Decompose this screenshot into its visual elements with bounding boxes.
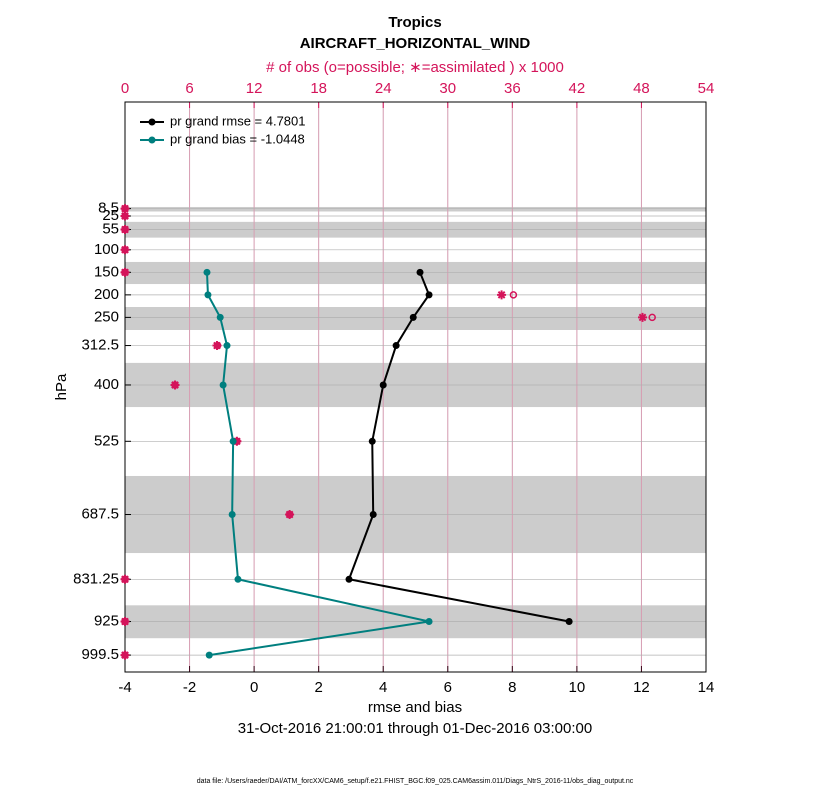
obs-assimilated [120,617,130,627]
date-range: 31-Oct-2016 21:00:01 through 01-Dec-2016… [238,720,592,737]
x2-tick-label: 54 [698,80,715,97]
y-tick-label: 8.5 [98,200,119,217]
obs-assimilated [232,436,242,446]
x2-tick-label: 30 [439,80,456,97]
series-line [205,272,430,657]
series-point [345,575,353,583]
obs-assimilated [170,380,180,390]
obs-assimilated [120,204,130,214]
legend-label: pr grand rmse = 4.7801 [170,113,306,128]
x2-tick-label: 6 [185,80,193,97]
obs-assimilated [120,574,130,584]
y-tick-label: 400 [94,376,119,393]
layer-band [125,261,706,285]
obs-assimilated [120,225,130,235]
y-tick-label: 999.5 [81,646,119,663]
x2-tick-label: 0 [121,80,129,97]
series-point [392,342,400,350]
x2-tick-label: 18 [310,80,327,97]
obs-possible [648,313,656,322]
series-point [223,342,231,350]
y-tick-label: 55 [102,220,119,237]
obs-assimilated [285,510,295,520]
x-tick-label: -4 [118,679,131,696]
y-tick-label: 200 [94,286,119,303]
x-tick-label: 8 [508,679,516,696]
series-point [565,618,573,626]
y-tick-label: 831.25 [73,570,119,587]
y-tick-label: 150 [94,263,119,280]
x-axis-label: rmse and bias [368,699,462,716]
series-point [368,437,376,445]
series-point [228,511,236,519]
legend-marker [148,118,156,126]
x-tick-label: 0 [250,679,258,696]
x2-tick-label: 24 [375,80,392,97]
series-point [229,437,237,445]
y-tick-label: 687.5 [81,505,119,522]
x-tick-label: 4 [379,679,387,696]
x2-tick-label: 48 [633,80,650,97]
series-point [409,313,417,321]
series-point [369,511,377,519]
obs-assimilated [120,245,130,255]
y-tick-label: 25 [102,207,119,224]
x-tick-label: 10 [569,679,586,696]
series-point [204,291,212,299]
obs-possible [509,291,518,299]
footnote: data file: /Users/raeder/DAI/ATM_forcXX/… [197,778,634,785]
series-point [216,313,224,321]
obs-assimilated [120,211,130,221]
x-tick-label: 2 [314,679,322,696]
x-tick-label: 12 [633,679,650,696]
y-tick-label: 525 [94,432,119,449]
obs-assimilated [120,267,130,277]
obs-assimilated [212,341,222,351]
chart-title: Tropics [388,14,441,31]
series-point [416,268,424,276]
x2-tick-label: 42 [569,80,586,97]
obs-assimilated [120,650,130,660]
legend-marker [148,136,156,144]
series-point [219,381,227,389]
chart-subtitle: AIRCRAFT_HORIZONTAL_WIND [300,35,531,52]
layer-band [125,206,706,212]
legend-label: pr grand bias = -1.0448 [170,131,305,146]
x2-tick-label: 36 [504,80,521,97]
axes-frame [124,101,707,673]
y-tick-label: 312.5 [81,337,119,354]
series-point [425,291,433,299]
x-tick-label: -2 [183,679,196,696]
obs-assimilated [497,290,507,300]
series-point [379,381,387,389]
y-axis-label: hPa [53,373,70,400]
series-point [234,575,242,583]
x-tick-label: 6 [444,679,452,696]
top-axis-label: # of obs (o=possible; ∗=assimilated ) x … [266,59,564,76]
y-tick-label: 100 [94,241,119,258]
y-tick-label: 250 [94,308,119,325]
obs-assimilated [638,312,648,322]
x-tick-label: 14 [698,679,715,696]
series-point [205,651,213,659]
series-point [203,268,211,276]
y-tick-label: 925 [94,613,119,630]
series-point [425,618,433,626]
x2-tick-label: 12 [246,80,263,97]
